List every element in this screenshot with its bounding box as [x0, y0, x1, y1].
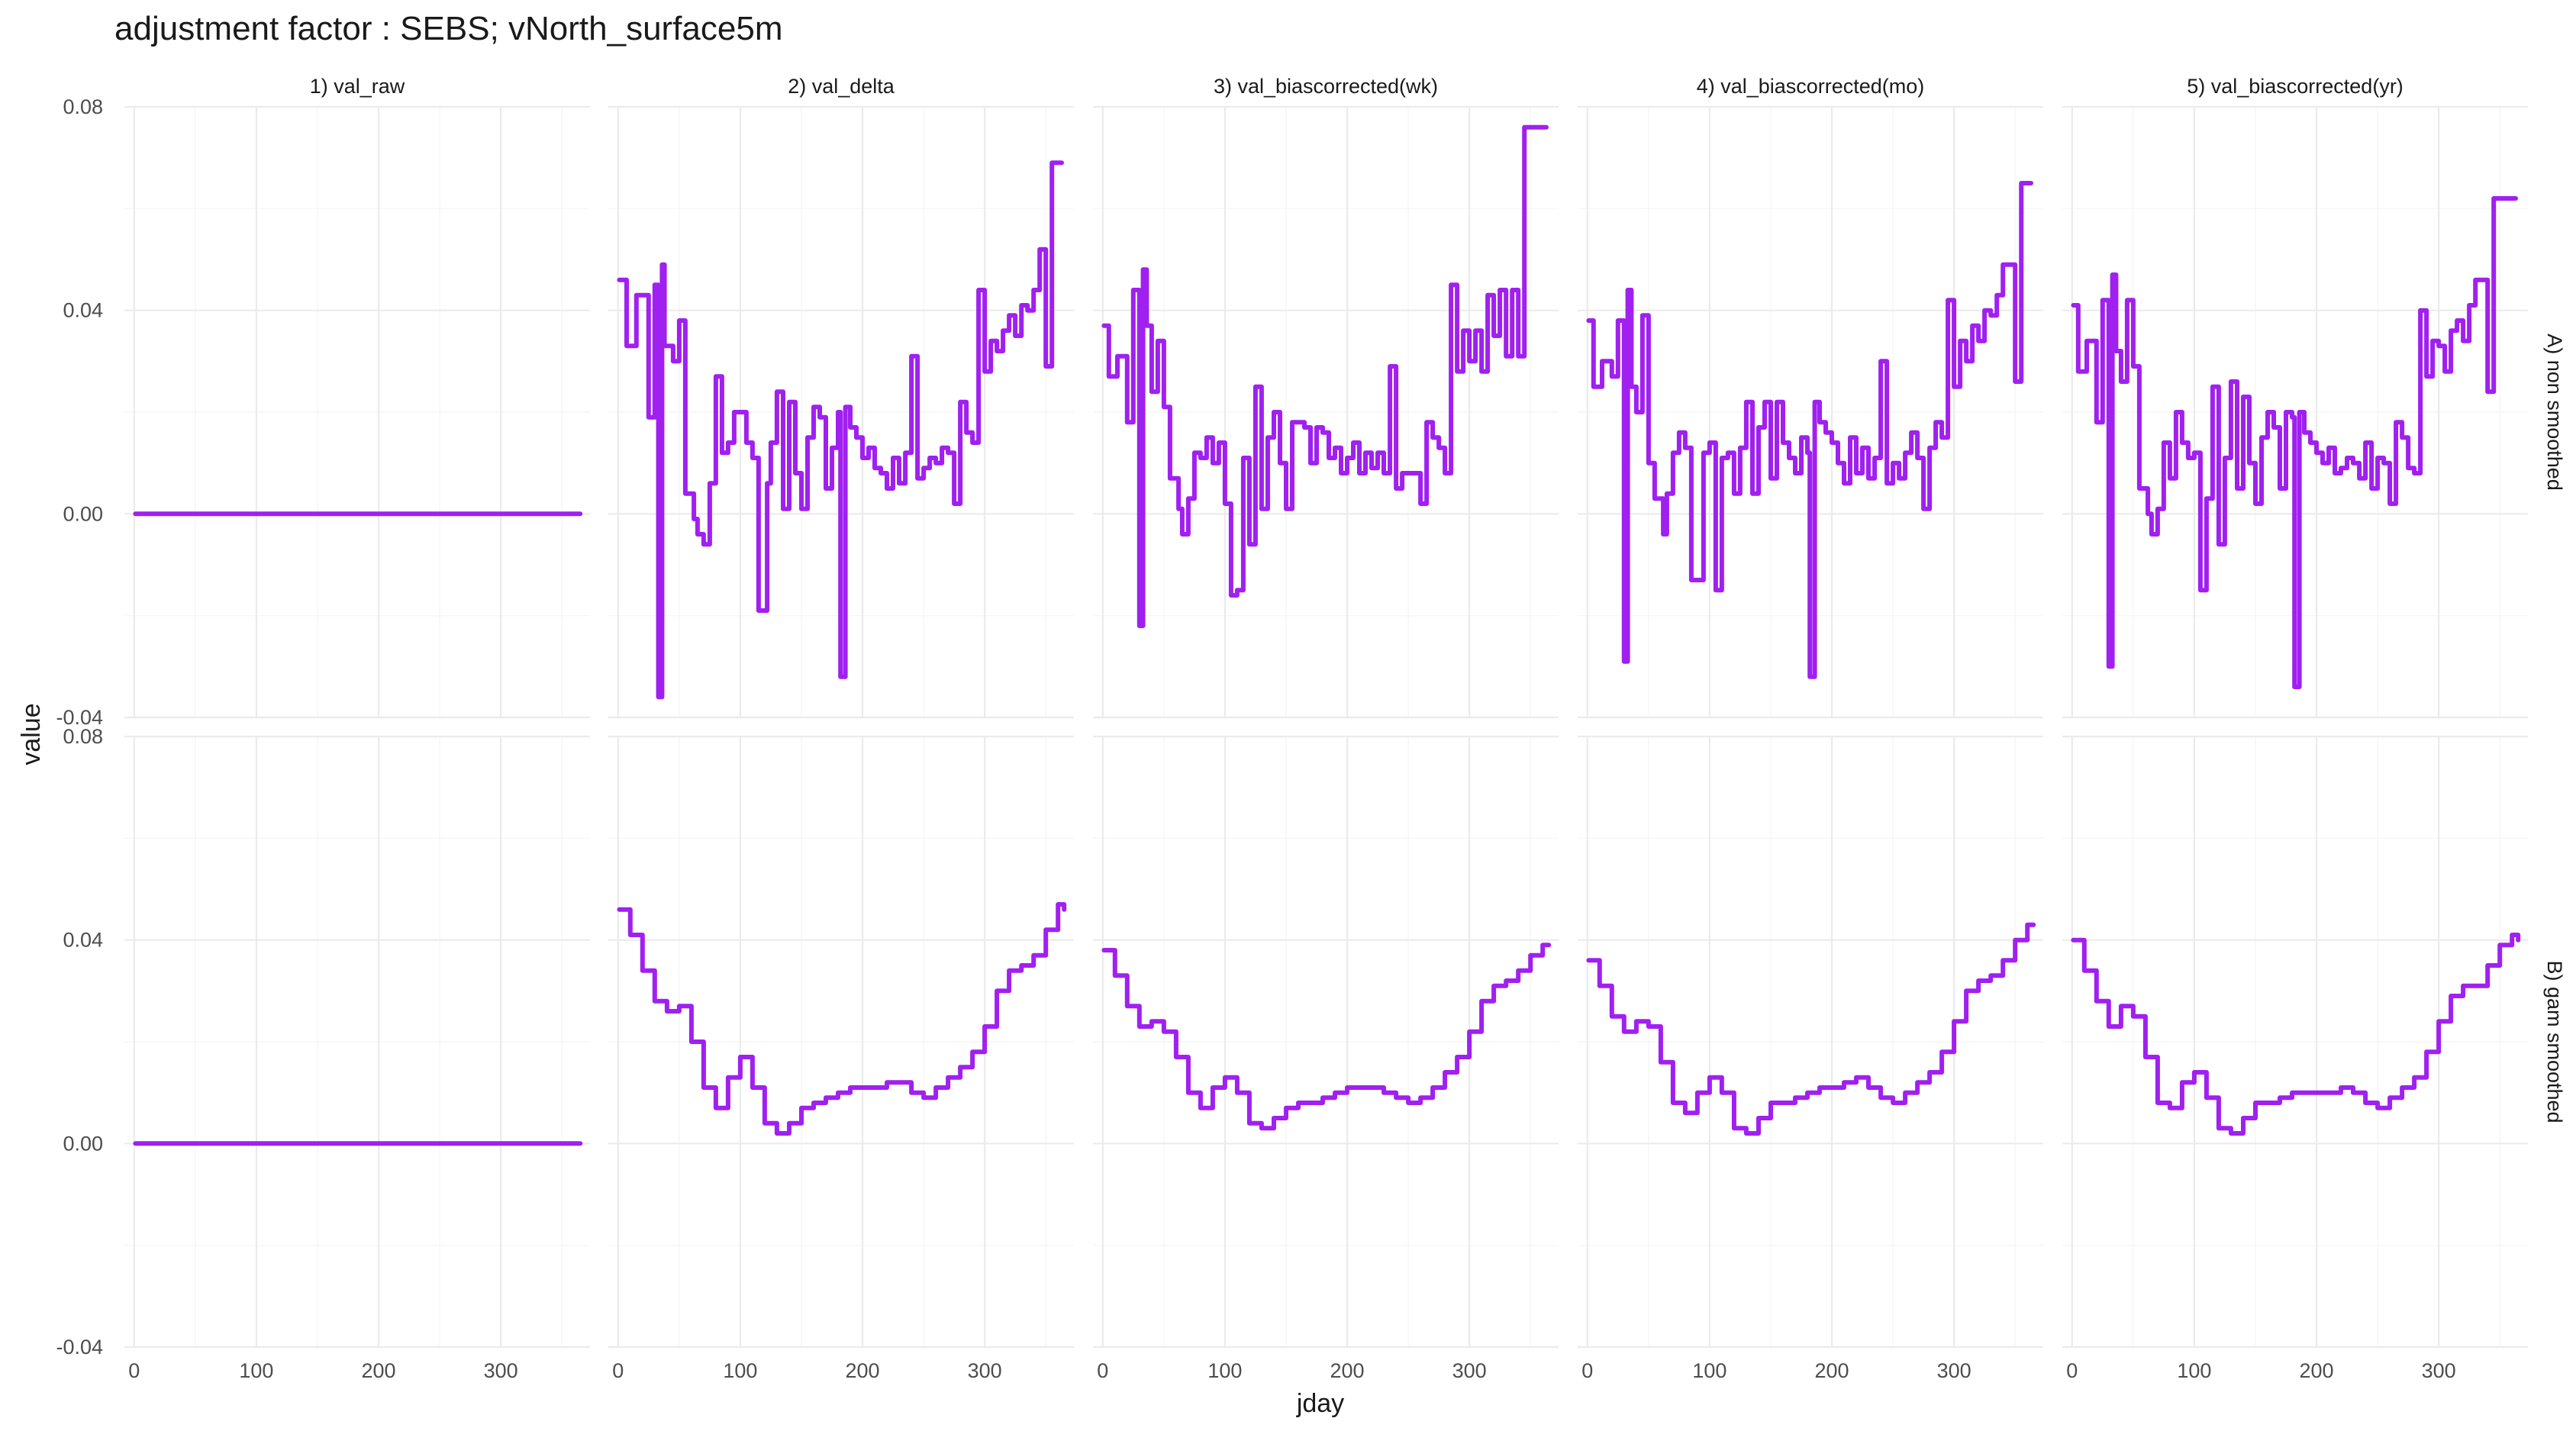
panel-grid	[124, 735, 590, 1349]
series-line-r2-c3	[1101, 943, 1552, 1131]
x-tick-label: 300	[1937, 1359, 1971, 1382]
x-tick-label: 300	[1452, 1359, 1487, 1382]
panel-grid	[1578, 735, 2043, 1349]
x-tick-label: 100	[723, 1359, 757, 1382]
x-tick-label: 0	[1097, 1359, 1108, 1382]
x-axis-title: jday	[1296, 1389, 1344, 1418]
panel-grid	[1578, 105, 2043, 719]
series-line-r2-c4	[1586, 922, 2036, 1136]
column-strip-label: 2) val_delta	[788, 75, 895, 98]
y-tick-label: 0.08	[63, 95, 103, 118]
series-line-r1-c3	[1101, 124, 1549, 628]
x-tick-label: 100	[1207, 1359, 1242, 1382]
x-tick-label: 0	[1581, 1359, 1593, 1382]
series-line-r1-c4	[1586, 181, 2033, 679]
y-tick-label: 0.04	[63, 929, 103, 952]
y-axis-title: value	[17, 703, 46, 765]
panel-grid	[1093, 105, 1559, 719]
x-tick-label: 200	[1814, 1359, 1849, 1382]
y-tick-label: 0.04	[63, 299, 103, 322]
x-tick-label: 300	[484, 1359, 518, 1382]
column-strip-label: 3) val_biascorrected(wk)	[1214, 75, 1438, 98]
series-line-r1-c2	[617, 160, 1064, 700]
x-tick-label: 0	[612, 1359, 624, 1382]
row-strip-label: A) non smoothed	[2543, 334, 2566, 491]
x-tick-label: 200	[2299, 1359, 2333, 1382]
column-strip-label: 5) val_biascorrected(yr)	[2187, 75, 2404, 98]
x-tick-label: 100	[2177, 1359, 2211, 1382]
x-tick-label: 300	[968, 1359, 1002, 1382]
series-line-r1-c5	[2071, 196, 2518, 689]
chart-title: adjustment factor : SEBS; vNorth_surface…	[114, 10, 783, 47]
panel-grid	[608, 735, 1074, 1349]
x-tick-label: 0	[128, 1359, 140, 1382]
series-line-r2-c5	[2071, 933, 2521, 1136]
panel-grid	[608, 105, 1074, 719]
y-tick-label: 0.00	[63, 1132, 103, 1155]
panels-layer	[124, 105, 2528, 1349]
x-tick-label: 100	[239, 1359, 273, 1382]
strips-layer: 1) val_raw 2) val_delta 3) val_biascorrect…	[310, 75, 2566, 1123]
x-tick-label: 200	[1330, 1359, 1364, 1382]
y-tick-label: 0.08	[63, 725, 103, 748]
row-strip-label: B) gam smoothed	[2543, 960, 2566, 1123]
y-tick-label: -0.04	[56, 706, 103, 729]
ticks-layer: -0.040.000.040.08-0.040.000.040.080 100 20…	[56, 95, 2455, 1382]
x-tick-label: 200	[845, 1359, 879, 1382]
y-tick-label: 0.00	[63, 502, 103, 525]
column-strip-label: 1) val_raw	[310, 75, 405, 98]
x-tick-label: 300	[2422, 1359, 2456, 1382]
panel-grid	[124, 105, 590, 719]
y-tick-label: -0.04	[56, 1336, 103, 1358]
series-line-r2-c2	[617, 902, 1067, 1136]
panel-grid	[2062, 735, 2528, 1349]
x-tick-label: 100	[1692, 1359, 1726, 1382]
x-tick-label: 200	[361, 1359, 395, 1382]
x-tick-label: 0	[2066, 1359, 2078, 1382]
column-strip-label: 4) val_biascorrected(mo)	[1697, 75, 1925, 98]
panel-grid	[1093, 735, 1559, 1349]
